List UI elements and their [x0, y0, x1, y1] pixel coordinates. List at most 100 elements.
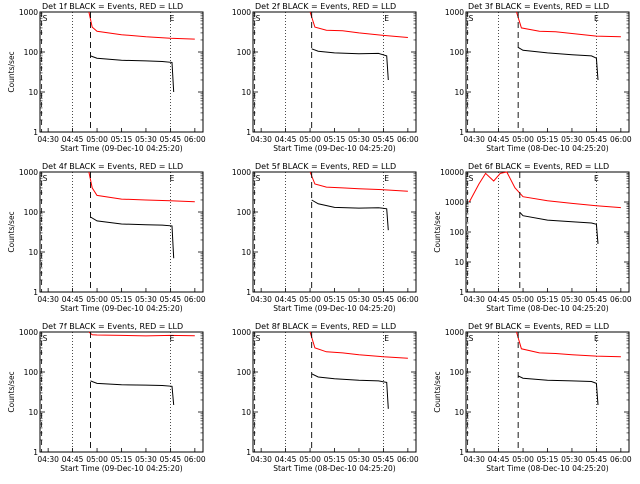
chart-title: Det 4f BLACK = Events, RED = LLD: [42, 162, 183, 171]
x-tick-label: 04:30: [250, 455, 272, 464]
end-marker-label: E: [170, 14, 175, 23]
series-events: [311, 199, 389, 231]
x-tick-label: 04:45: [62, 135, 84, 144]
x-tick-label: 06:00: [610, 455, 632, 464]
x-tick-label: 05:45: [160, 135, 182, 144]
x-tick-label: 05:30: [135, 455, 157, 464]
series-lld: [468, 171, 621, 209]
series-events: [90, 216, 175, 259]
y-axis-label: Counts/sec: [7, 371, 16, 412]
x-tick-label: 05:00: [299, 455, 321, 464]
y-tick-label: 1: [246, 448, 251, 457]
y-tick-label: 100: [24, 208, 39, 217]
x-tick-label: 05:45: [373, 295, 395, 304]
x-tick-label: 05:00: [299, 295, 321, 304]
x-tick-label: 06:00: [397, 455, 419, 464]
end-marker-label: E: [170, 174, 175, 183]
y-tick-label: 10: [241, 248, 251, 257]
x-tick-label: 05:15: [537, 455, 559, 464]
x-tick-label: 05:30: [348, 135, 370, 144]
x-tick-label: 05:15: [324, 135, 346, 144]
x-axis-label: Start Time (09-Dec-10 04:25:20): [60, 304, 182, 313]
y-tick-label: 100: [24, 368, 39, 377]
x-tick-label: 06:00: [184, 135, 206, 144]
start-marker-label: S: [256, 334, 261, 343]
chart-title: Det 2f BLACK = Events, RED = LLD: [255, 2, 396, 11]
y-tick-label: 1: [246, 288, 251, 297]
y-tick-label: 1000: [19, 328, 38, 337]
y-tick-label: 1: [459, 448, 464, 457]
chart-title: Det 7f BLACK = Events, RED = LLD: [42, 322, 183, 331]
y-tick-label: 10: [241, 88, 251, 97]
x-tick-label: 05:30: [348, 295, 370, 304]
x-tick-label: 05:00: [86, 455, 108, 464]
series-lld: [309, 331, 408, 359]
y-tick-label: 1: [459, 288, 464, 297]
y-tick-label: 1000: [445, 8, 464, 17]
chart-title: Det 6f BLACK = Events, RED = LLD: [468, 162, 609, 171]
y-axis-label: Counts/sec: [433, 371, 442, 412]
y-tick-label: 1: [459, 128, 464, 137]
start-marker-label: S: [256, 174, 261, 183]
chart-title: Det 1f BLACK = Events, RED = LLD: [42, 2, 183, 11]
series-events: [517, 375, 599, 406]
x-tick-label: 05:00: [86, 135, 108, 144]
series-lld: [309, 171, 408, 192]
start-marker-label: S: [256, 14, 261, 23]
chart-panel-8: Det 8f BLACK = Events, RED = LLD 1 10 100 10…: [232, 322, 419, 473]
chart-panel-3: Det 3f BLACK = Events, RED = LLD 1 10 100 10…: [445, 2, 632, 153]
x-axis-label: Start Time (09-Dec-10 04:25:20): [273, 144, 395, 153]
start-marker-label: S: [43, 14, 48, 23]
chart-panel-4: Det 4f BLACK = Events, RED = LLD 1 10 100 10…: [7, 162, 206, 313]
y-tick-label: 1000: [19, 168, 38, 177]
x-tick-label: 05:45: [586, 455, 608, 464]
x-tick-label: 06:00: [397, 135, 419, 144]
x-tick-label: 06:00: [397, 295, 419, 304]
x-tick-label: 04:30: [37, 295, 59, 304]
x-tick-label: 04:30: [463, 135, 485, 144]
y-tick-label: 1000: [445, 198, 464, 207]
y-tick-label: 100: [237, 368, 252, 377]
chart-panel-5: Det 5f BLACK = Events, RED = LLD 1 10 100 10…: [232, 162, 419, 313]
x-tick-label: 04:45: [275, 295, 297, 304]
x-tick-label: 06:00: [184, 455, 206, 464]
y-tick-label: 100: [237, 48, 252, 57]
y-tick-label: 10: [454, 408, 464, 417]
series-events: [90, 55, 175, 93]
x-axis-label: Start Time (09-Dec-10 04:25:20): [60, 144, 182, 153]
x-tick-label: 05:30: [561, 455, 583, 464]
x-tick-label: 05:15: [111, 135, 133, 144]
x-tick-label: 05:45: [373, 455, 395, 464]
x-tick-label: 04:45: [62, 295, 84, 304]
x-tick-label: 05:00: [86, 295, 108, 304]
y-tick-label: 1: [246, 128, 251, 137]
chart-panel-1: Det 1f BLACK = Events, RED = LLD 1 10 100 10…: [7, 2, 206, 153]
x-tick-label: 04:30: [37, 455, 59, 464]
series-lld: [88, 11, 195, 40]
y-tick-label: 100: [237, 208, 252, 217]
x-axis-label: Start Time (09-Dec-10 04:25:20): [273, 304, 395, 313]
end-marker-label: E: [594, 14, 599, 23]
x-tick-label: 05:15: [111, 295, 133, 304]
x-tick-label: 04:45: [488, 135, 510, 144]
chart-panel-7: Det 7f BLACK = Events, RED = LLD 1 10 100 10…: [7, 322, 206, 473]
x-axis-label: Start Time (08-Dec-10 04:25:20): [486, 464, 608, 473]
series-events: [519, 212, 599, 244]
start-marker-label: S: [43, 334, 48, 343]
x-axis-label: Start Time (08-Dec-10 04:25:20): [486, 304, 608, 313]
y-tick-label: 1: [33, 128, 38, 137]
end-marker-label: E: [170, 334, 175, 343]
start-marker-label: S: [469, 14, 474, 23]
chart-title: Det 9f BLACK = Events, RED = LLD: [468, 322, 609, 331]
chart-panel-6: Det 6f BLACK = Events, RED = LLD 1 10 100 10…: [433, 162, 632, 313]
x-axis-label: Start Time (09-Dec-10 04:25:20): [60, 464, 182, 473]
y-tick-label: 1000: [232, 168, 251, 177]
chart-title: Det 8f BLACK = Events, RED = LLD: [255, 322, 396, 331]
x-tick-label: 05:15: [324, 295, 346, 304]
series-lld: [516, 331, 621, 358]
y-tick-label: 1000: [19, 8, 38, 17]
x-tick-label: 05:15: [324, 455, 346, 464]
y-tick-label: 10: [454, 88, 464, 97]
